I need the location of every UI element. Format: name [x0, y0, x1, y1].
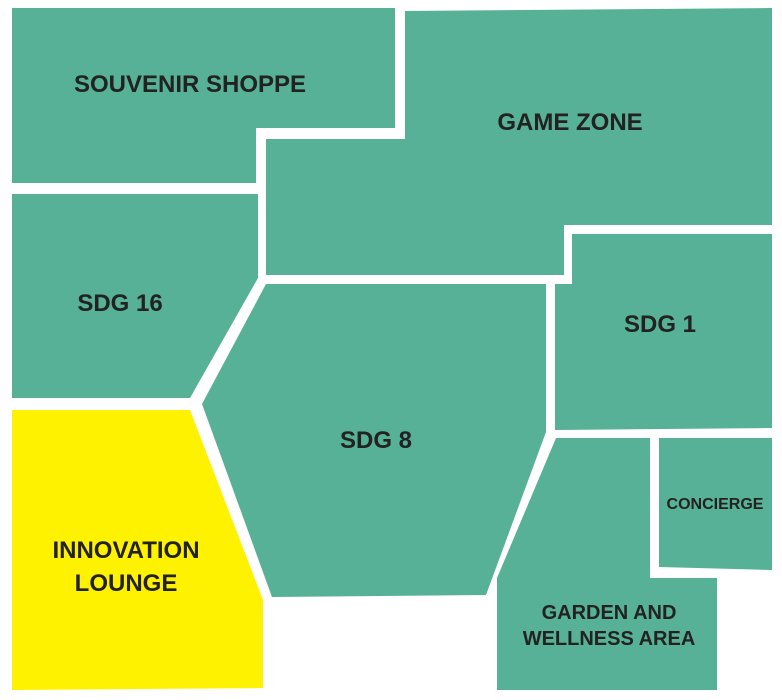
zone-sdg-16-label: SDG 16	[77, 290, 162, 317]
zone-sdg-16[interactable]: SDG 16	[12, 194, 258, 398]
zone-sdg-8-label: SDG 8	[340, 427, 412, 454]
zone-sdg-16-shape[interactable]	[12, 194, 258, 398]
zone-souvenir-shoppe[interactable]: SOUVENIR SHOPPE	[12, 8, 395, 183]
zone-innovation-lounge-label-line2: LOUNGE	[75, 570, 178, 597]
zone-concierge[interactable]: CONCIERGE	[659, 438, 772, 570]
zone-concierge-shape[interactable]	[659, 438, 772, 570]
zone-game-zone[interactable]: GAME ZONE	[266, 8, 772, 275]
zone-garden-wellness-area[interactable]: GARDEN AND WELLNESS AREA	[497, 438, 717, 690]
zone-sdg-1[interactable]: SDG 1	[555, 234, 772, 430]
zone-innovation-lounge-shape[interactable]	[12, 410, 263, 690]
zone-sdg-1-label: SDG 1	[624, 311, 696, 338]
zone-sdg-8-shape[interactable]	[202, 284, 546, 597]
zone-sdg-8[interactable]: SDG 8	[202, 284, 546, 597]
zone-game-zone-label: GAME ZONE	[497, 109, 642, 136]
zone-garden-wellness-area-label-line2: WELLNESS AREA	[523, 628, 696, 650]
zone-sdg-1-shape[interactable]	[555, 234, 772, 430]
zone-souvenir-shoppe-label: SOUVENIR SHOPPE	[74, 71, 306, 98]
zone-concierge-label: CONCIERGE	[667, 496, 764, 513]
zone-garden-wellness-area-label-line1: GARDEN AND	[542, 602, 677, 624]
zone-souvenir-shoppe-shape[interactable]	[12, 8, 395, 183]
zone-innovation-lounge-label-line1: INNOVATION	[52, 537, 199, 564]
zone-game-zone-shape[interactable]	[266, 8, 772, 275]
zone-garden-wellness-area-shape[interactable]	[497, 438, 717, 690]
zone-innovation-lounge[interactable]: INNOVATION LOUNGE	[12, 410, 263, 690]
